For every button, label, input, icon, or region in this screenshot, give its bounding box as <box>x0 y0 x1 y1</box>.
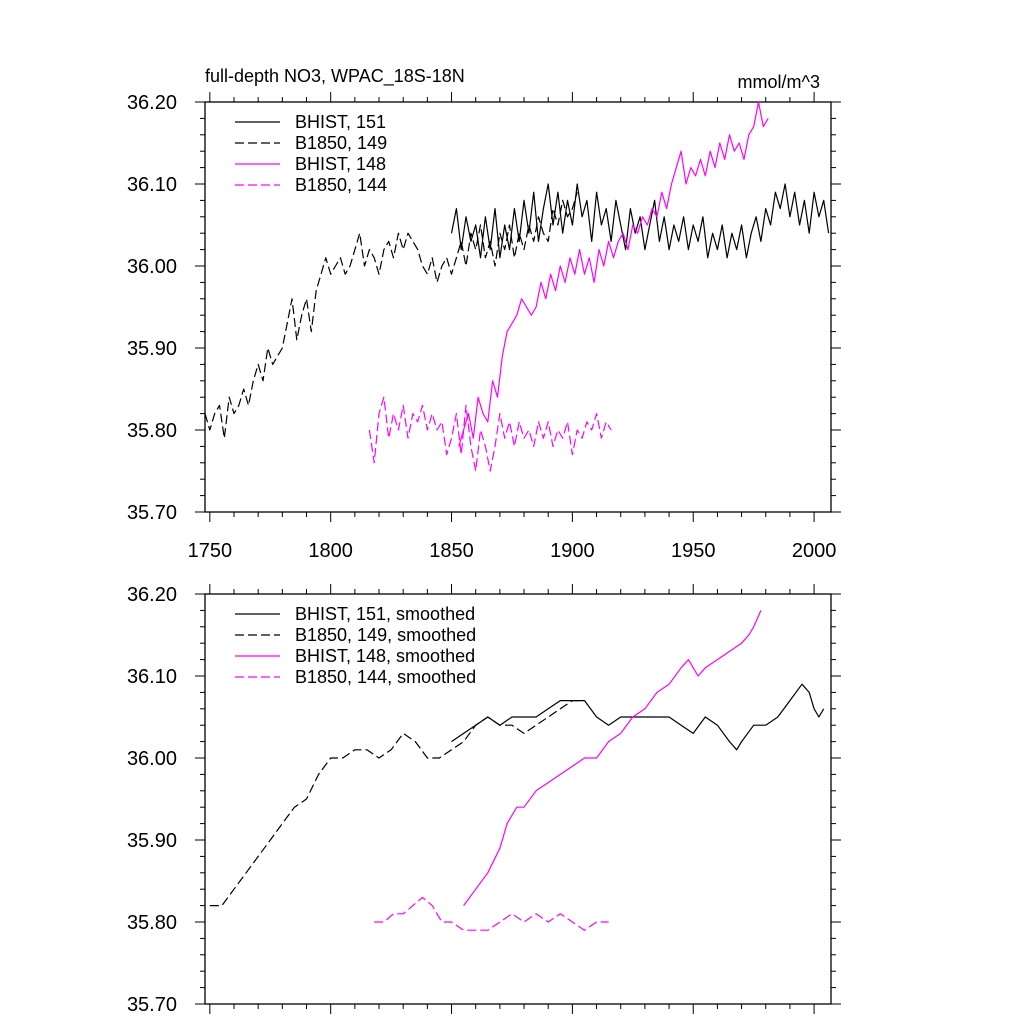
legend-label: BHIST, 148, smoothed <box>295 646 475 666</box>
y-tick-label: 36.20 <box>127 584 177 606</box>
legend-label: B1850, 144, smoothed <box>295 667 476 687</box>
legend-label: B1850, 144 <box>295 175 387 195</box>
bottom-panel: 35.70 35.80 35.90 36.00 36.10 36.20 BHIST, 151… <box>127 584 841 1016</box>
series-line-2 <box>463 610 762 906</box>
top-panel: 35.70 35.80 35.90 36.00 36.10 36.20 1750 1800 18… <box>127 92 841 562</box>
plot-frame <box>204 101 832 513</box>
x-tick-label: 1800 <box>308 540 353 562</box>
legend-label: BHIST, 148 <box>295 154 386 174</box>
y-tick-label: 36.10 <box>127 666 177 688</box>
series-line-0 <box>451 683 825 751</box>
series-line-1 <box>204 192 578 439</box>
x-tick-label: 2000 <box>792 540 837 562</box>
y-tick-label: 36.00 <box>127 256 177 278</box>
plot-frame <box>204 593 832 1005</box>
y-tick-label: 36.20 <box>127 92 177 114</box>
x-tick-label: 1850 <box>429 540 474 562</box>
x-tick-label: 1750 <box>188 540 233 562</box>
chart-title: full-depth NO3, WPAC_18S-18N <box>205 66 465 87</box>
x-tick-label: 1900 <box>550 540 595 562</box>
y-tick-label: 35.80 <box>127 912 177 934</box>
legend-label: BHIST, 151 <box>295 112 386 132</box>
y-tick-label: 35.90 <box>127 830 177 852</box>
series-line-0 <box>450 183 830 259</box>
series-line-3 <box>368 396 612 472</box>
series-line-3 <box>374 896 609 931</box>
units-label: mmol/m^3 <box>738 72 820 92</box>
y-tick-label: 36.00 <box>127 748 177 770</box>
y-tick-label: 35.70 <box>127 994 177 1016</box>
legend-label: B1850, 149, smoothed <box>295 625 476 645</box>
series-line-2 <box>458 101 769 447</box>
x-tick-label: 1950 <box>671 540 716 562</box>
legend-label: B1850, 149 <box>295 133 387 153</box>
y-tick-label: 35.70 <box>127 502 177 524</box>
series-line-1 <box>209 699 585 907</box>
y-tick-label: 35.90 <box>127 338 177 360</box>
legend-label: BHIST, 151, smoothed <box>295 604 475 624</box>
y-tick-label: 36.10 <box>127 174 177 196</box>
y-tick-label: 35.80 <box>127 420 177 442</box>
